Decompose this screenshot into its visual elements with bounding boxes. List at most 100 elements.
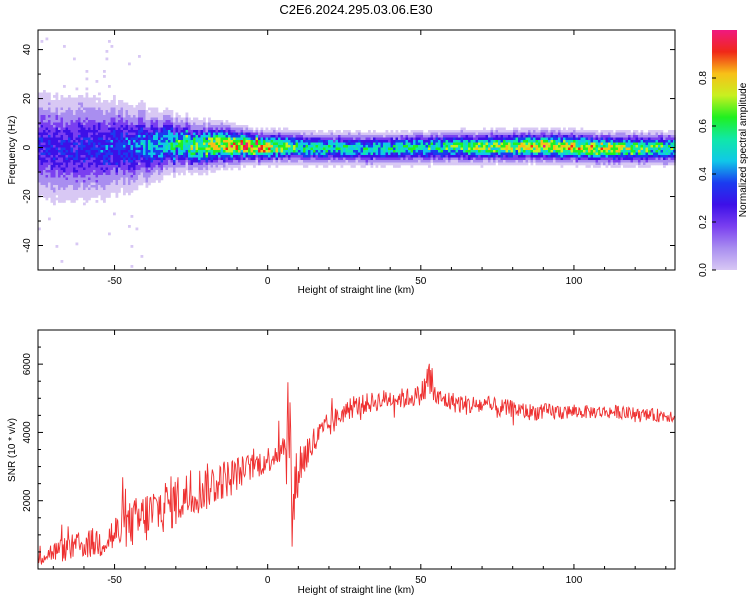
spectrogram-cell: [325, 165, 329, 168]
spectrogram-cell: [43, 120, 46, 123]
spectrogram-cell: [170, 150, 174, 153]
spectrogram-cell: [278, 132, 281, 136]
spectrogram-cell: [85, 120, 89, 123]
spectrogram-cell: [313, 145, 316, 148]
spectrogram-cell: [243, 125, 246, 128]
spectrogram-cell: [150, 175, 154, 178]
spectrogram-cell: [285, 152, 289, 156]
spectrogram-cell: [185, 135, 189, 138]
spectrogram-cell: [198, 155, 201, 158]
spectrogram-cell: [485, 132, 489, 136]
spectrogram-cell: [585, 165, 589, 168]
spectrogram-cell: [48, 195, 51, 198]
spectrogram-cell: [175, 117, 179, 121]
spectrogram-cell: [445, 155, 449, 158]
spectrogram-cell: [398, 145, 401, 148]
spectrogram-cell: [83, 187, 86, 191]
spectrogram-cell: [193, 152, 196, 156]
spectrogram-cell: [280, 152, 284, 156]
spectrogram-cell: [78, 162, 81, 166]
spectrogram-cell: [588, 157, 591, 161]
spectrogram-cell: [565, 142, 569, 146]
spectrogram-cell: [178, 132, 181, 136]
spectrogram-cell: [633, 142, 636, 146]
spectrogram-cell: [615, 132, 619, 136]
spectrogram-cell: [515, 130, 519, 133]
spectrogram-cell: [653, 152, 656, 156]
spectrogram-cell: [125, 162, 129, 166]
spectrogram-cell: [338, 150, 341, 153]
spectrogram-cell: [303, 137, 306, 141]
spectrogram-cell: [580, 140, 584, 143]
spectrogram-cell: [320, 147, 324, 151]
spectrogram-cell: [60, 95, 64, 98]
spectrogram-cell: [190, 160, 194, 163]
spectrogram-cell: [143, 127, 146, 131]
spectrogram-cell: [88, 145, 91, 148]
spectrogram-cell: [150, 147, 154, 151]
spectrogram-cell: [508, 135, 511, 138]
spectrogram-cell: [75, 122, 79, 126]
spectrogram-cell: [523, 152, 526, 156]
spectrogram-cell: [45, 120, 49, 123]
spectrogram-cell: [123, 120, 126, 123]
spectrogram-cell: [398, 135, 401, 138]
spectrogram-cell: [170, 160, 174, 163]
spectrogram-cell: [45, 95, 49, 98]
spectrogram-cell: [573, 150, 576, 153]
spectrogram-cell: [138, 182, 141, 186]
spectrogram-cell: [473, 152, 476, 156]
spectrogram-cell: [260, 132, 264, 136]
spectrogram-cell: [555, 127, 559, 131]
spectrogram-cell: [58, 182, 61, 186]
spectrogram-cell: [85, 160, 89, 163]
spectrogram-cell: [605, 152, 609, 156]
spectrogram-cell: [605, 137, 609, 141]
spectrogram-cell: [130, 150, 134, 153]
spectrogram-cell: [638, 140, 641, 143]
spectrogram-cell: [273, 147, 276, 151]
spectrogram-cell: [45, 177, 49, 181]
spectrogram-cell: [123, 182, 126, 186]
spectrogram-cell: [425, 155, 429, 158]
spectrogram-cell: [43, 152, 46, 156]
spectrogram-cell: [653, 157, 656, 161]
spectrogram-cell: [213, 120, 216, 123]
spectrogram-cell: [410, 147, 414, 151]
spectrogram-cell: [68, 132, 71, 136]
spectrogram-cell: [530, 160, 534, 163]
spectrogram-cell: [140, 167, 144, 171]
spectrogram-cell: [115, 175, 119, 178]
spectrogram-cell: [80, 110, 84, 113]
spectrogram-cell: [550, 145, 554, 148]
spectrogram-cell: [568, 132, 571, 136]
spectrogram-cell: [338, 160, 341, 163]
spectrogram-cell: [233, 165, 236, 168]
spectrogram-cell: [90, 112, 94, 116]
spectrogram-cell: [363, 162, 366, 166]
spectrogram-cell: [108, 105, 111, 108]
spectrogram-cell: [473, 145, 476, 148]
spectrogram-cell: [43, 182, 46, 186]
spectrogram-cell: [470, 150, 474, 153]
spectrogram-cell: [360, 132, 364, 136]
spectrogram-cell: [158, 157, 161, 161]
spectrogram-cell: [128, 140, 131, 143]
spectrogram-cell: [118, 127, 121, 131]
spectrogram-cell: [175, 165, 179, 168]
spectrogram-cell: [143, 132, 146, 136]
spectrogram-cell: [505, 145, 509, 148]
spectrogram-cell: [585, 130, 589, 133]
spectrogram-cell: [210, 147, 214, 151]
spectrogram-cell: [278, 127, 281, 131]
spectrogram-cell: [173, 155, 176, 158]
spectrogram-cell: [433, 137, 436, 141]
spectrogram-cell: [143, 177, 146, 181]
spectrogram-cell: [85, 175, 89, 178]
spectrogram-cell: [288, 152, 291, 156]
spectrogram-cell: [128, 145, 131, 148]
spectrogram-cell: [545, 127, 549, 131]
spectrogram-cell: [113, 170, 116, 173]
spectrogram-cell: [330, 152, 334, 156]
spectrogram-cell: [415, 150, 419, 153]
